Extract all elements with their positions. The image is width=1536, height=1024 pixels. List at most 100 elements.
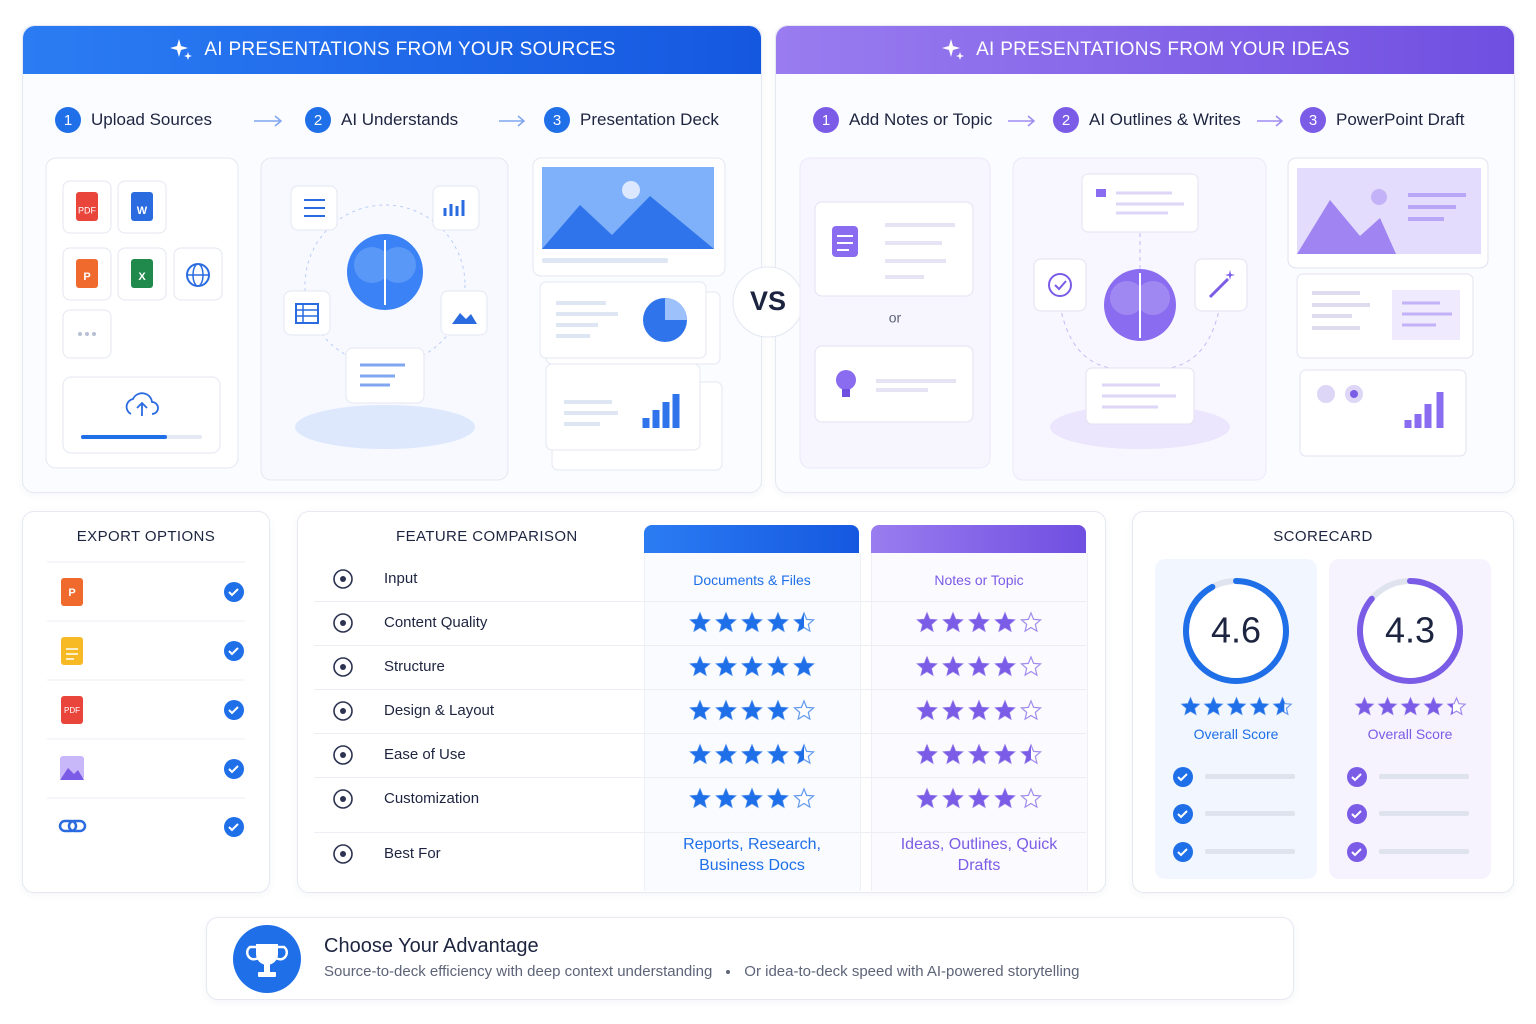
brain-card: [1012, 157, 1267, 481]
star-rating: [916, 611, 1042, 633]
feature-icon: [333, 745, 353, 765]
star-fill: [1181, 698, 1199, 715]
row-dividers: [47, 561, 245, 799]
star-fill: [690, 613, 710, 632]
export-list: P PDF: [47, 561, 245, 837]
step: 3 Presentation Deck: [544, 107, 719, 133]
step-label: Add Notes or Topic: [849, 110, 993, 129]
star-rating: [916, 743, 1042, 765]
check-row: [1173, 767, 1295, 787]
star-fill: [1273, 698, 1284, 715]
feature-icon: [333, 701, 353, 721]
star-rating: [916, 787, 1042, 809]
star-fill: [943, 701, 963, 720]
score-label: Overall Score: [1193, 726, 1279, 742]
star-fill: [742, 657, 762, 676]
panel-header: AI PRESENTATIONS FROM YOUR SOURCES: [23, 26, 761, 74]
panel-header: AI PRESENTATIONS FROM YOUR IDEAS: [776, 26, 1514, 74]
feature-label: Input: [384, 570, 418, 587]
check-glyph: [1351, 810, 1362, 819]
placeholder-bar: [1379, 774, 1469, 779]
icon-shape: [333, 569, 353, 589]
star-outline: [1020, 787, 1042, 809]
step: 1 Upload Sources: [55, 107, 212, 133]
pptx-icon: [61, 578, 83, 606]
star-rating: [689, 611, 815, 633]
check-row: [1347, 804, 1469, 824]
cell-text: Notes or Topic: [934, 572, 1024, 588]
star-fill: [794, 613, 804, 632]
feature-label: Content Quality: [384, 614, 488, 631]
deck-stack: [532, 157, 726, 471]
star-fill: [995, 745, 1015, 764]
star-fill: [995, 789, 1015, 808]
star-fill: [716, 701, 736, 720]
star-fill: [768, 657, 788, 676]
placeholder-bar: [1205, 774, 1295, 779]
deck-stack: [1287, 157, 1489, 457]
star-outline: [793, 787, 815, 809]
scorecard-panel: SCORECARD 4.6 Overall Score 4.3 Overall Sco…: [1132, 511, 1514, 893]
star-rating: [916, 655, 1042, 677]
illustrations: PDF W P X VS or: [45, 115, 1489, 481]
step-label: PowerPoint Draft: [1336, 110, 1465, 129]
icon-shape: [333, 613, 353, 633]
upload-card: [45, 157, 239, 469]
file-label: W: [137, 205, 148, 217]
check-glyph: [1177, 773, 1188, 782]
doc-icon: [61, 637, 83, 665]
or-label: or: [889, 310, 902, 326]
bullet: [726, 969, 731, 974]
row-divider: [314, 832, 1086, 833]
check-glyph: [1351, 848, 1362, 857]
star-fill: [969, 613, 989, 632]
icon-shape: [340, 851, 346, 857]
placeholder-bar: [1205, 811, 1295, 816]
row-divider: [314, 689, 1086, 690]
star-fill: [1424, 698, 1442, 715]
step-arrows: [254, 115, 1284, 127]
column-tab: [644, 525, 859, 553]
star-fill: [1250, 698, 1268, 715]
link-icon: [58, 819, 87, 833]
footer-point: Source-to-deck efficiency with deep cont…: [324, 963, 713, 980]
file-label: PDF: [78, 205, 97, 215]
star-fill: [716, 657, 736, 676]
check-glyph: [1177, 848, 1188, 857]
export-panel: EXPORT OPTIONS P PDF: [22, 511, 270, 893]
star-fill: [794, 657, 814, 676]
icon-shape: [340, 752, 346, 758]
star-fill: [917, 789, 937, 808]
star-fill: [690, 657, 710, 676]
star-fill: [1355, 698, 1373, 715]
star-fill: [943, 613, 963, 632]
file-icon-labels: PDF W P X: [78, 205, 148, 283]
step-number: 2: [305, 107, 331, 133]
star-fill: [969, 701, 989, 720]
star-fill: [768, 789, 788, 808]
star-outline: [1020, 655, 1042, 677]
icon-label: PDF: [64, 706, 80, 715]
icon-shape: [340, 620, 346, 626]
icon-shape: [340, 576, 346, 582]
column-bg: [644, 553, 861, 891]
star-fill: [794, 745, 804, 764]
cell-text: Documents & Files: [693, 572, 811, 588]
star-rating: [1353, 696, 1467, 716]
feature-icon: [333, 789, 353, 809]
score-label: Overall Score: [1367, 726, 1453, 742]
star-fill: [768, 613, 788, 632]
icon-shape: [333, 657, 353, 677]
star-fill: [716, 745, 736, 764]
check-row: [1173, 842, 1295, 862]
star-fill: [1021, 745, 1031, 764]
vs-label: VS: [750, 286, 786, 316]
star-fill: [917, 657, 937, 676]
check-marks: [224, 582, 244, 837]
column-tab: [871, 525, 1086, 553]
star-fill: [995, 701, 1015, 720]
panel-title: AI PRESENTATIONS FROM YOUR SOURCES: [204, 39, 616, 60]
step: 2 AI Outlines & Writes: [1053, 107, 1241, 133]
star-fill: [690, 701, 710, 720]
